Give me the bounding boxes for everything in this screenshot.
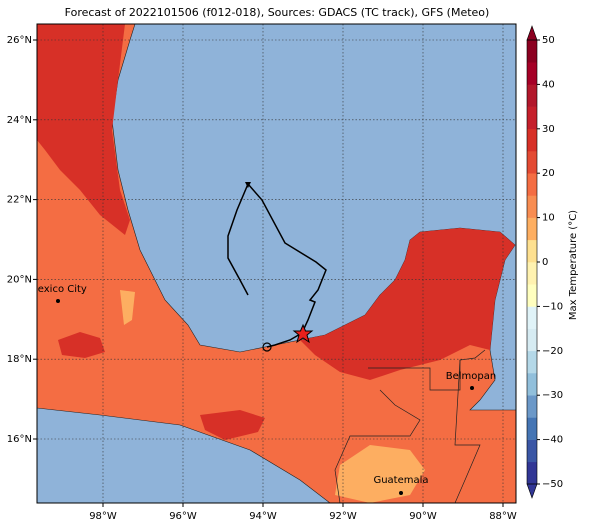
colorbar-band (527, 62, 537, 85)
colorbar-tick-label: 30 (542, 124, 555, 135)
colorbar-band (527, 173, 537, 196)
map-frame (36, 23, 517, 504)
border (368, 349, 486, 391)
colorbar-label: Max Temperature (°C) (568, 210, 579, 320)
warm-region (58, 332, 105, 358)
colorbar-band (527, 284, 537, 307)
colorbar-band (527, 128, 537, 152)
colorbar-band (527, 461, 537, 485)
city-dot (56, 299, 60, 303)
lat-tick-label: 18°N (7, 354, 32, 365)
city-dot (470, 386, 474, 390)
colorbar-band (527, 306, 537, 329)
city-label: Guatemala (373, 475, 428, 486)
storm-track (227, 183, 249, 296)
colorbar-band (527, 106, 537, 130)
title: Forecast of 2022101506 (f012-018), Sourc… (65, 6, 490, 19)
colorbar-tick-label: 0 (542, 257, 548, 268)
colorbar-tick-label: 20 (542, 168, 555, 179)
border (454, 359, 481, 503)
colorbar: 50 40 30 20 10 0 −10 −20 −30 −40 −50 (526, 25, 563, 499)
lat-tick-label: 26°N (7, 35, 32, 46)
colorbar-tick-label: −50 (542, 479, 563, 490)
colorbar-extend (526, 483, 538, 499)
colorbar-extend (526, 25, 538, 41)
colorbar-tick-label: 10 (542, 213, 555, 224)
colorbar-tick-label: −40 (542, 435, 563, 446)
lon-tick-label: 90°W (409, 511, 437, 522)
colorbar-band (527, 262, 537, 285)
warm-region (200, 410, 265, 440)
colorbar-tick-label: −30 (542, 390, 563, 401)
colorbar-band (527, 328, 537, 352)
mild-region (335, 445, 425, 503)
warm-region (300, 228, 515, 380)
lat-tick-label: 22°N (7, 195, 32, 206)
lat-tick-label: 16°N (7, 434, 32, 445)
colorbar-band (527, 417, 537, 440)
city-label: Belmopan (446, 371, 496, 382)
colorbar-tick-label: −10 (542, 301, 563, 312)
storm-track (247, 183, 327, 348)
lon-tick-label: 88°W (489, 511, 517, 522)
colorbar-band (527, 217, 537, 241)
graticule (37, 24, 516, 503)
colorbar-band (527, 84, 537, 107)
lon-tick-label: 96°W (169, 511, 197, 522)
border (334, 389, 421, 503)
city-dot (399, 491, 403, 495)
lon-tick-label: 98°W (89, 511, 117, 522)
axes: 98°W 96°W 94°W 92°W 90°W 88°W 16°N 18°N 20°N 22°N… (7, 35, 517, 522)
lon-tick-label: 92°W (329, 511, 357, 522)
colorbar-band (527, 195, 537, 218)
track-marker (245, 182, 251, 188)
colorbar-band (527, 350, 537, 374)
lon-tick-label: 94°W (249, 511, 277, 522)
track-start (262, 342, 272, 352)
colorbar-band (527, 373, 537, 396)
lat-tick-label: 20°N (7, 274, 32, 285)
colorbar-band (527, 40, 537, 63)
colorbar-tick-label: 50 (542, 35, 555, 46)
storm-position (292, 323, 314, 344)
colorbar-tick-label: −20 (542, 346, 563, 357)
mild-region (120, 290, 135, 325)
warm-region (37, 24, 130, 235)
colorbar-band (527, 439, 537, 463)
colorbar-band (527, 239, 537, 263)
colorbar-tick-label: 40 (542, 79, 555, 90)
map-area: Mexico City Belmopan Guatemala (29, 24, 516, 503)
city-label: Mexico City (29, 284, 87, 295)
lat-tick-label: 24°N (7, 115, 32, 126)
colorbar-band (527, 151, 537, 174)
colorbar-band (527, 395, 537, 418)
